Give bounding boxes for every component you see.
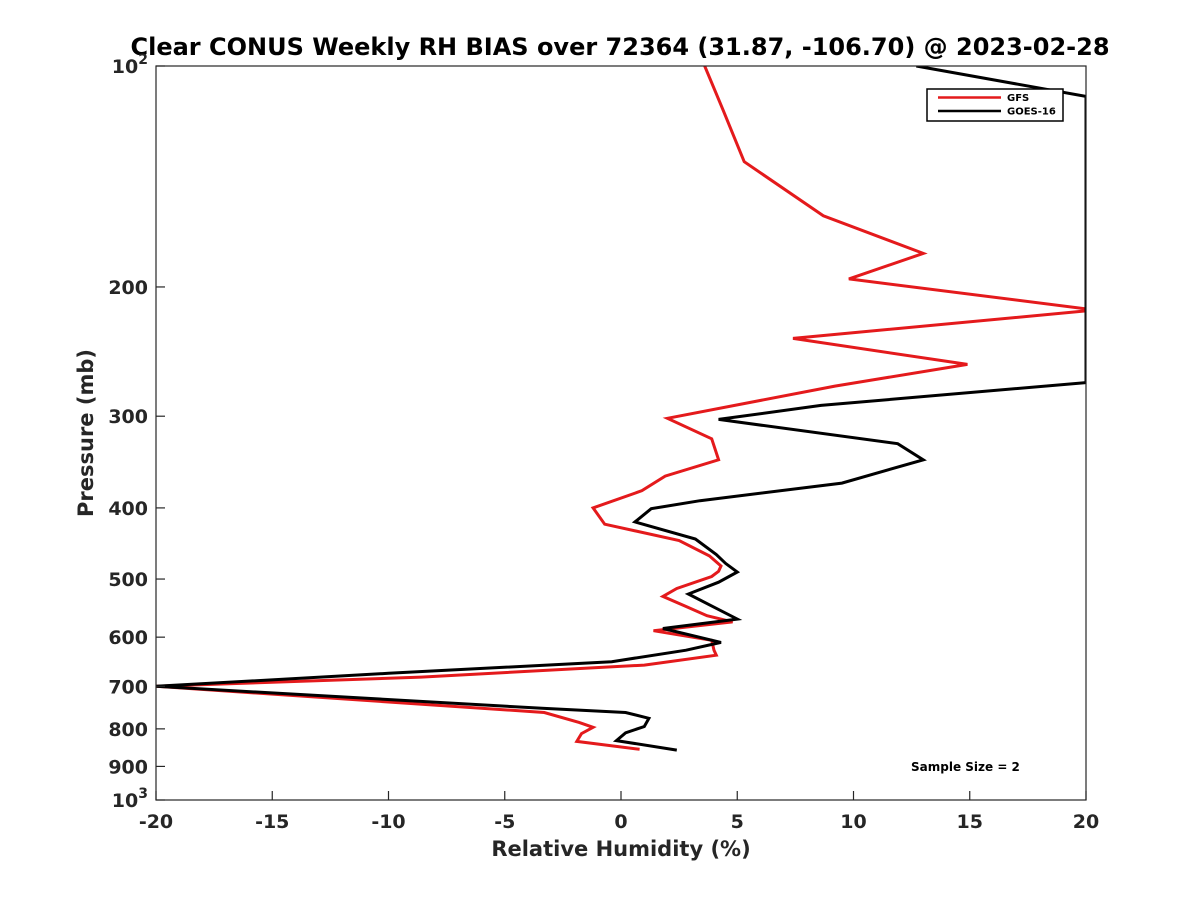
x-tick-label: 20 bbox=[1073, 811, 1099, 833]
plot-area: -20 -15 -10 -5 0 5 10 15 20 102 200 300 400 500 600 70… bbox=[108, 52, 1099, 833]
x-axis-ticks: -20 -15 -10 -5 0 5 10 15 20 bbox=[139, 791, 1099, 833]
axes-box bbox=[155, 65, 1087, 801]
x-tick-label: -20 bbox=[139, 811, 173, 833]
y-axis-label: Pressure (mb) bbox=[74, 349, 98, 517]
x-tick-label: 10 bbox=[840, 811, 866, 833]
y-tick-label: 600 bbox=[108, 627, 148, 649]
y-tick-label: 200 bbox=[108, 277, 148, 299]
x-tick-label: -15 bbox=[255, 811, 289, 833]
x-axis-label: Relative Humidity (%) bbox=[491, 837, 750, 861]
x-tick-label: -10 bbox=[371, 811, 405, 833]
series-line-goes-16 bbox=[156, 66, 1086, 752]
y-tick-label: 400 bbox=[108, 498, 148, 520]
legend-label-gfs: GFS bbox=[1007, 93, 1029, 104]
legend: GFS GOES-16 bbox=[926, 88, 1064, 122]
y-tick-label: 500 bbox=[108, 569, 148, 591]
y-tick-label: 102 bbox=[112, 52, 148, 78]
chart-title: Clear CONUS Weekly RH BIAS over 72364 (3… bbox=[130, 33, 1109, 61]
series-line-gfs bbox=[156, 66, 1086, 751]
legend-box bbox=[926, 88, 1064, 122]
sample-size-annotation: Sample Size = 2 bbox=[911, 760, 1020, 774]
y-axis-ticks: 102 200 300 400 500 600 700 800 900 103 bbox=[108, 52, 165, 812]
series-layer bbox=[156, 66, 1086, 752]
y-tick-label: 700 bbox=[108, 676, 148, 698]
x-tick-label: 15 bbox=[957, 811, 983, 833]
x-tick-label: 5 bbox=[731, 811, 744, 833]
y-tick-label: 103 bbox=[112, 786, 148, 812]
x-tick-label: -5 bbox=[494, 811, 515, 833]
legend-label-goes-16: GOES-16 bbox=[1007, 107, 1056, 118]
y-tick-label: 900 bbox=[108, 756, 148, 778]
x-tick-label: 0 bbox=[614, 811, 627, 833]
y-tick-label: 800 bbox=[108, 719, 148, 741]
y-tick-label: 300 bbox=[108, 406, 148, 428]
